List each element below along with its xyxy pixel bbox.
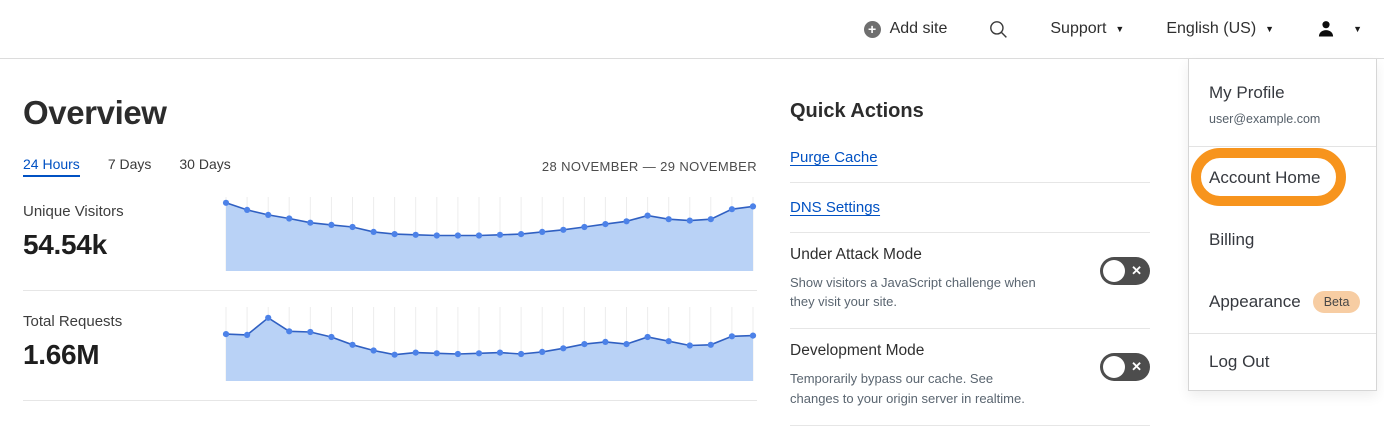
tab-30-days[interactable]: 30 Days: [179, 156, 231, 172]
page-title: Overview: [23, 94, 167, 131]
unique-visitors-stat: Unique Visitors 54.54k: [23, 197, 222, 261]
menu-item-account-home[interactable]: Account Home: [1189, 147, 1376, 209]
menu-item-label: Log Out: [1209, 351, 1270, 371]
tab-7-days[interactable]: 7 Days: [107, 156, 152, 172]
chevron-down-icon: ▼: [1353, 23, 1362, 34]
menu-item-billing[interactable]: Billing: [1189, 209, 1376, 271]
user-avatar-icon: [1318, 21, 1334, 37]
total-requests-stat: Total Requests 1.66M: [23, 307, 222, 371]
under-attack-mode-text: Under Attack Mode Show visitors a JavaSc…: [790, 246, 1038, 311]
total-requests-chart[interactable]: [222, 307, 757, 381]
total-requests-row: Total Requests 1.66M: [23, 291, 757, 401]
under-attack-mode-description: Show visitors a JavaScript challenge whe…: [790, 275, 1036, 310]
purge-cache-row: Purge Cache: [790, 133, 1150, 183]
language-menu[interactable]: English (US) ▼: [1166, 20, 1274, 38]
toggle-off-x-icon: ✕: [1131, 263, 1142, 278]
menu-item-label: Billing: [1209, 230, 1255, 249]
profile-email: user@example.com: [1209, 112, 1321, 126]
tab-24-hours[interactable]: 24 Hours: [23, 156, 80, 177]
under-attack-mode-row: Under Attack Mode Show visitors a JavaSc…: [790, 233, 1150, 330]
support-menu[interactable]: Support ▼: [1050, 20, 1124, 38]
dns-settings-row: DNS Settings: [790, 183, 1150, 233]
time-range-tabs: 24 Hours 7 Days 30 Days 28 NOVEMBER — 29…: [23, 156, 757, 177]
development-mode-description: Temporarily bypass our cache. See change…: [790, 371, 1025, 406]
profile-name: My Profile: [1209, 83, 1285, 102]
stat-value: 1.66M: [23, 339, 100, 370]
development-mode-row: Development Mode Temporarily bypass our …: [790, 329, 1150, 426]
beta-badge: Beta: [1312, 290, 1361, 314]
top-nav: + Add site Support ▼ English (US) ▼ ▼: [0, 0, 1384, 59]
development-mode-label: Development Mode: [790, 342, 925, 360]
search-button[interactable]: [989, 20, 1008, 39]
stat-label: Unique Visitors: [23, 203, 124, 220]
menu-item-label: Appearance: [1209, 292, 1301, 311]
quick-actions-title: Quick Actions: [790, 100, 924, 122]
development-mode-toggle[interactable]: ✕: [1100, 353, 1150, 382]
toggle-knob: [1103, 260, 1125, 282]
stat-label: Total Requests: [23, 313, 123, 330]
date-range-label: 28 NOVEMBER — 29 NOVEMBER: [541, 159, 757, 174]
account-button[interactable]: ▼: [1316, 19, 1362, 39]
language-label: English (US): [1166, 20, 1257, 37]
stat-value: 54.54k: [23, 229, 107, 260]
development-mode-text: Development Mode Temporarily bypass our …: [790, 342, 1038, 407]
menu-item-label: Account Home: [1209, 168, 1321, 187]
chevron-down-icon: ▼: [1115, 23, 1125, 34]
toggle-off-x-icon: ✕: [1131, 359, 1142, 375]
plus-icon: +: [863, 20, 881, 38]
account-dropdown-menu: My Profile user@example.com Account Home…: [1188, 59, 1377, 391]
profile-menu-item[interactable]: My Profile user@example.com: [1189, 59, 1376, 147]
dns-settings-link[interactable]: DNS Settings: [790, 199, 881, 216]
quick-actions-section: Quick Actions Purge Cache DNS Settings U…: [790, 100, 1150, 426]
add-site-button[interactable]: + Add site: [863, 20, 948, 38]
unique-visitors-row: Unique Visitors 54.54k: [23, 197, 757, 291]
add-site-label: Add site: [889, 20, 948, 37]
menu-item-appearance[interactable]: Appearance Beta: [1189, 271, 1376, 333]
under-attack-mode-toggle[interactable]: ✕: [1100, 257, 1150, 285]
support-label: Support: [1050, 20, 1107, 37]
under-attack-mode-label: Under Attack Mode: [790, 246, 922, 263]
chevron-down-icon: ▼: [1265, 23, 1275, 34]
overview-section: Overview 24 Hours 7 Days 30 Days 28 NOVE…: [23, 94, 757, 401]
toggle-knob: [1103, 356, 1125, 379]
menu-item-log-out[interactable]: Log Out: [1189, 333, 1376, 389]
search-icon: [990, 20, 1008, 38]
unique-visitors-chart[interactable]: [222, 197, 757, 271]
purge-cache-link[interactable]: Purge Cache: [790, 149, 878, 166]
